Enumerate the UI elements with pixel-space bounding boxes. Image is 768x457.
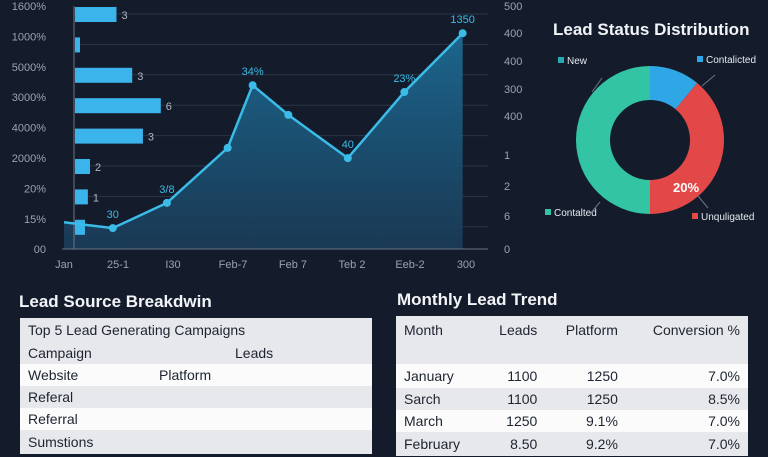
x-axis-tick: Feb-7 (219, 259, 248, 271)
bar-label: 3 (137, 71, 143, 83)
data-point (108, 224, 117, 233)
legend-label: Contalicted (706, 55, 756, 66)
data-point (223, 143, 232, 152)
monthly-trend-table: Month Leads Platform Conversion % January 11… (396, 316, 748, 456)
bar (75, 37, 81, 53)
bar (75, 7, 117, 22)
table-row: March 1250 9.1% 7.0% (396, 410, 748, 432)
legend-label: Unquligated (701, 212, 754, 223)
right-axis-tick: 500 (504, 1, 522, 13)
left-axis-tick: 1000% (12, 31, 46, 43)
x-axis-tick: 300 (457, 259, 475, 271)
column-header: Month (404, 322, 443, 338)
x-axis-tick: Eeb-2 (395, 259, 424, 271)
right-axis-tick: 1 (504, 150, 510, 162)
bar (75, 159, 91, 174)
leader-line (697, 195, 709, 209)
bar (75, 128, 143, 144)
x-axis-tick: 25-1 (107, 259, 129, 271)
point-label: 23% (393, 73, 415, 85)
donut-slice (576, 66, 650, 214)
column-header: Platform (565, 322, 618, 338)
right-axis-tick: 2 (504, 181, 510, 193)
right-axis-tick: 400 (504, 56, 522, 68)
left-axis-tick: 5000% (12, 62, 46, 74)
right-axis-tick: 300 (504, 84, 522, 96)
x-axis-tick: Feb 7 (279, 259, 307, 271)
legend-swatch (558, 57, 564, 63)
table-row: Sarch 1100 1250 8.5% (396, 388, 748, 410)
point-label: 30 (107, 209, 119, 221)
table-row: Referral (20, 408, 372, 430)
data-point (162, 198, 171, 207)
bar-label: 1 (93, 192, 99, 204)
bar (75, 219, 86, 235)
campaigns-table: Top 5 Lead Generating Campaigns Campaign… (20, 318, 372, 454)
bar-label: 2 (95, 162, 101, 174)
lead-combo-chart: 3 3 6 3 2 1 30 3/8 34% 40 23% 1350 1600% 1000% 5000%… (12, 1, 523, 271)
slice-label: 20% (673, 180, 699, 195)
donut-slice (650, 66, 698, 110)
left-axis-tick: 4000% (12, 123, 46, 135)
left-axis-tick: 3000% (12, 92, 46, 104)
table-row: January 1100 1250 7.0% (396, 364, 748, 388)
column-header: Leads (499, 322, 538, 338)
legend-label: New (567, 56, 588, 67)
x-axis-tick: Teb 2 (339, 259, 366, 271)
point-label: 3/8 (159, 184, 174, 196)
donut-title: Lead Status Distribution (553, 20, 750, 39)
table-caption: Top 5 Lead Generating Campaigns (28, 322, 246, 338)
right-axis-tick: 400 (504, 28, 522, 40)
table-row: February 8.50 9.2% 7.0% (396, 432, 748, 456)
leader-line (701, 74, 716, 87)
leader-line (589, 201, 601, 215)
legend-label: Contalted (554, 208, 597, 219)
bar-label: 3 (121, 10, 127, 22)
legend-swatch (545, 209, 551, 215)
left-axis-tick: 20% (24, 183, 46, 195)
right-axis-tick: 6 (504, 211, 510, 223)
left-axis-tick: 1600% (12, 1, 46, 13)
x-axis-tick: Jan (55, 259, 73, 271)
lead-status-donut: 20% New Contalicted Contalted Unquligated (545, 55, 756, 223)
donut-slice (650, 82, 724, 214)
bar (75, 189, 88, 205)
left-axis-tick: 15% (24, 214, 46, 226)
data-point (343, 154, 352, 163)
table-row: Website Platform (20, 364, 372, 386)
right-axis-tick: 0 (504, 244, 510, 256)
bar (75, 67, 133, 83)
data-point (458, 29, 467, 38)
point-label: 40 (342, 139, 354, 151)
point-label: 1350 (450, 14, 474, 26)
column-header: Conversion % (652, 322, 740, 338)
left-axis-tick: 2000% (12, 153, 46, 165)
right-axis-tick: 400 (504, 111, 522, 123)
leader-line (591, 77, 603, 93)
bar (75, 98, 161, 114)
lead-source-title: Lead Source Breakdwin (19, 292, 212, 311)
table-row: Sumstions (20, 430, 372, 454)
monthly-trend-title: Monthly Lead Trend (397, 290, 558, 309)
column-header: Leads (235, 345, 274, 361)
area-fill (64, 33, 463, 249)
x-axis-tick: I30 (165, 259, 180, 271)
data-point (284, 110, 293, 119)
data-point (400, 88, 409, 97)
point-label: 34% (242, 66, 264, 78)
bar-label: 6 (166, 101, 172, 113)
column-header: Campaign (28, 345, 92, 361)
legend-swatch (697, 56, 703, 62)
bar-label: 3 (148, 132, 154, 144)
left-axis-tick: 00 (34, 244, 46, 256)
data-point (248, 81, 257, 90)
legend-swatch (692, 213, 698, 219)
table-row: Referal (20, 386, 372, 408)
